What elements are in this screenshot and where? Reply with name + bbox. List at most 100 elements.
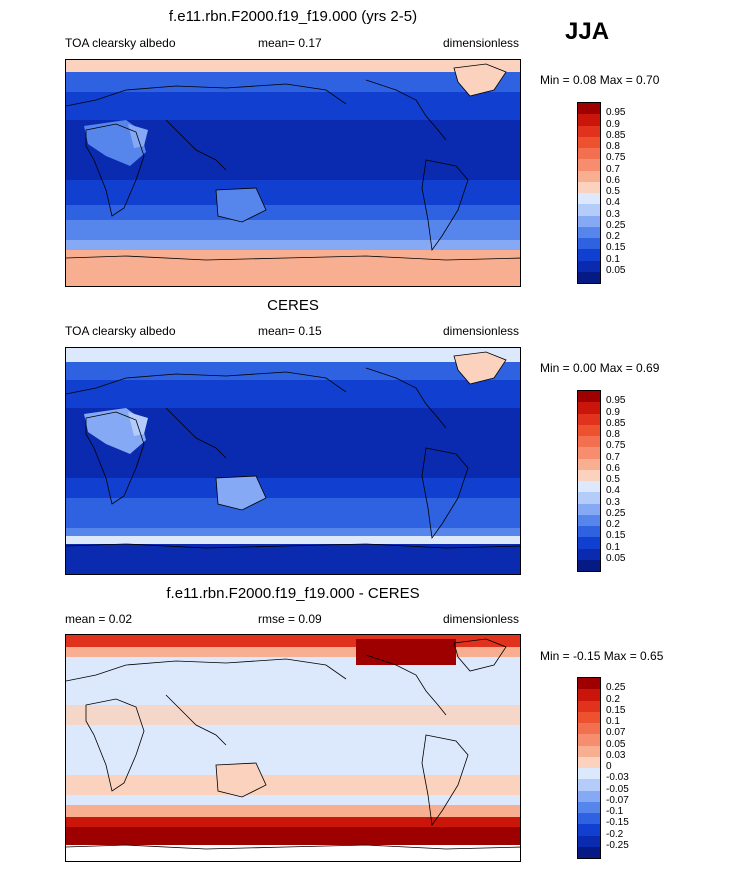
ice-edge-diff-band (66, 817, 520, 827)
colorbar-tick-label: 0.95 (606, 107, 626, 119)
colorbar-swatch (578, 548, 600, 560)
colorbar-tick-label: 0.7 (606, 451, 620, 463)
colorbar-tick-label: 0.05 (606, 738, 626, 750)
colorbar-swatch (578, 469, 600, 481)
colorbar-swatch (578, 215, 600, 227)
colorbar-swatch (578, 678, 600, 690)
colorbar-swatch (578, 447, 600, 459)
north-america-coast (365, 367, 447, 429)
colorbar-tick-label: 0.9 (606, 118, 620, 130)
season-label: JJA (565, 18, 610, 45)
australia-shape (215, 187, 267, 223)
colorbar-tick-label: -0.1 (606, 806, 624, 817)
colorbar-tick-label: 0.85 (606, 129, 626, 141)
colorbar-tick-label: 0.07 (606, 727, 626, 739)
arctic-band (66, 60, 520, 72)
colorbar-swatch (578, 801, 600, 813)
colorbar-tick-label: 0.8 (606, 429, 620, 440)
south-america-coast (421, 159, 469, 252)
south-ice-edge (66, 240, 520, 250)
colorbar-tick-label: 0.85 (606, 417, 626, 429)
panel-2-units-label: dimensionless (443, 324, 520, 338)
colorbar-tick-label: 0.4 (606, 197, 620, 209)
north-america-coast (365, 79, 447, 141)
colorbar-swatch (578, 723, 600, 735)
eurasia-coast (66, 371, 347, 395)
colorbar-swatch (578, 391, 600, 403)
antarctic-diff-band (66, 827, 520, 845)
antarctica-coast (66, 844, 520, 850)
colorbar-swatch (578, 148, 600, 160)
india-asia-coast (165, 407, 227, 459)
colorbar-swatch (578, 768, 600, 780)
colorbar-tick-label: 0.1 (606, 541, 620, 553)
colorbar-tick-label: 0.05 (606, 264, 626, 276)
panel-3-mean-label: mean = 0.02 (65, 612, 133, 626)
south-america-coast (421, 734, 469, 827)
high-lat-band (66, 362, 520, 380)
panel-2-colorbar (577, 390, 601, 572)
south-mid-band (66, 498, 520, 528)
panel-1-mean-label: mean= 0.17 (258, 36, 322, 50)
colorbar-swatch (578, 689, 600, 701)
panel-3-title: f.e11.rbn.F2000.f19_f19.000 - CERES (166, 585, 420, 602)
colorbar-tick-label: 0.2 (606, 519, 620, 530)
colorbar-swatch (578, 813, 600, 825)
colorbar-swatch (578, 481, 600, 493)
panel-2-variable-label: TOA clearsky albedo (65, 324, 176, 338)
australia-shape (215, 762, 267, 798)
panel-1-title: f.e11.rbn.F2000.f19_f19.000 (yrs 2-5) (168, 8, 418, 25)
panel-2-title: CERES (267, 297, 319, 314)
south-mid-band (66, 205, 520, 220)
siberia-diff-patch (356, 639, 456, 665)
colorbar-swatch (578, 458, 600, 470)
colorbar-tick-label: 0.2 (606, 231, 620, 242)
arabia-shape (128, 124, 148, 148)
colorbar-swatch (578, 204, 600, 216)
arctic-band (66, 348, 520, 362)
colorbar-tick-label: 0.75 (606, 152, 626, 164)
colorbar-swatch (578, 424, 600, 436)
colorbar-swatch (578, 436, 600, 448)
tropical-diff-band (66, 705, 520, 725)
eurasia-coast (66, 83, 347, 107)
colorbar-swatch (578, 756, 600, 768)
africa-coast (85, 698, 145, 792)
colorbar-swatch (578, 745, 600, 757)
north-america-coast (365, 654, 447, 716)
colorbar-swatch (578, 559, 600, 571)
colorbar-swatch (578, 503, 600, 515)
panel-3-minmax: Min = -0.15 Max = 0.65 (540, 649, 664, 663)
high-lat-diff-band (66, 647, 520, 657)
colorbar-tick-label: 0.75 (606, 440, 626, 452)
colorbar-tick-label: 0.15 (606, 530, 626, 542)
greenland-coast (453, 638, 507, 672)
colorbar-swatch (578, 846, 600, 858)
panel-1-map (65, 59, 521, 287)
panel-3-map (65, 634, 521, 862)
colorbar-tick-label: 0.6 (606, 174, 620, 186)
colorbar-tick-label: 0.1 (606, 253, 620, 265)
colorbar-swatch (578, 103, 600, 115)
colorbar-tick-label: 0.6 (606, 462, 620, 474)
colorbar-tick-label: 0.5 (606, 186, 620, 197)
colorbar-swatch (578, 114, 600, 126)
colorbar-swatch (578, 711, 600, 723)
colorbar-swatch (578, 170, 600, 182)
colorbar-swatch (578, 492, 600, 504)
india-asia-coast (165, 119, 227, 171)
panel-1-variable-label: TOA clearsky albedo (65, 36, 176, 50)
colorbar-tick-label: 0.15 (606, 242, 626, 254)
colorbar-swatch (578, 271, 600, 283)
antarctica-coast (66, 543, 520, 549)
colorbar-tick-label: 0.25 (606, 682, 626, 694)
panel-3-units-label: dimensionless (443, 612, 520, 626)
colorbar-swatch (578, 537, 600, 549)
colorbar-swatch (578, 413, 600, 425)
south-band (66, 528, 520, 538)
greenland-shape (453, 63, 507, 97)
colorbar-tick-label: 0.3 (606, 496, 620, 508)
colorbar-tick-label: 0 (606, 761, 612, 772)
colorbar-tick-label: -0.05 (606, 783, 629, 795)
colorbar-swatch (578, 238, 600, 250)
